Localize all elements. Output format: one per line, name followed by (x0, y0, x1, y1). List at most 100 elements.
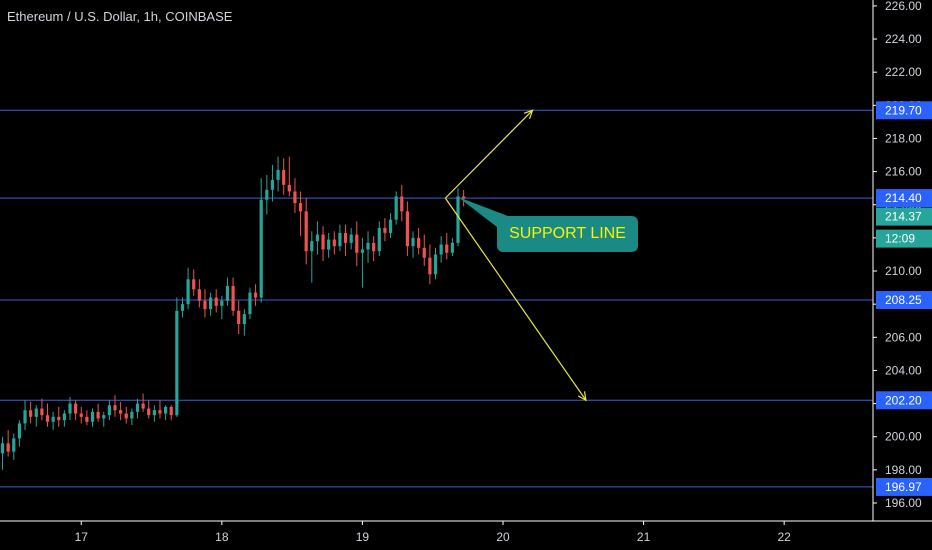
arrow-line-0 (444, 109, 533, 199)
candle-body (315, 234, 320, 242)
arrow-head-0 (523, 109, 534, 119)
candle-body (96, 411, 100, 419)
candle-body (349, 234, 353, 243)
candle-body (310, 241, 314, 252)
candle-body (45, 415, 50, 422)
candle-body (107, 405, 111, 416)
candle-body (40, 408, 44, 416)
arrow-head-1 (577, 391, 587, 402)
candle-body (276, 169, 280, 180)
candle-body (445, 244, 449, 253)
candle-body (439, 244, 443, 255)
price-tick-label: 210.00 (885, 264, 922, 278)
candle-body (377, 227, 381, 252)
candles (0, 156, 466, 470)
line-price-badge: 208.25 (885, 293, 922, 307)
candle-body (304, 211, 308, 252)
candle-body (147, 408, 151, 416)
countdown-badge: 12:09 (885, 232, 915, 246)
candle-body (51, 416, 55, 422)
candle-body (6, 443, 10, 452)
candle-body (186, 279, 190, 305)
candle-body (456, 196, 460, 243)
price-tick-label: 196.00 (885, 496, 922, 510)
candle-body (180, 304, 185, 311)
line-price-badge: 202.20 (885, 393, 922, 407)
candle-body (242, 314, 246, 325)
candle-body (338, 232, 342, 247)
candle-body (152, 410, 156, 416)
candle-body (422, 247, 426, 258)
candle-body (34, 408, 38, 417)
countdown-badge-bg (876, 229, 932, 248)
candle-body (287, 184, 291, 192)
candle-body (400, 196, 404, 212)
candle-body (164, 406, 168, 414)
time-tick-label: 17 (75, 530, 89, 544)
time-tick-label: 22 (777, 530, 791, 544)
price-badges: 219.70 214.40 208.25 202.20 196.97 214.37 12:0… (876, 101, 932, 496)
candle-body (394, 196, 398, 220)
candle-body (433, 254, 438, 275)
price-tick-label: 226.00 (885, 0, 922, 13)
candle-body (388, 219, 393, 233)
candle-body (130, 411, 134, 419)
candle-body (405, 211, 410, 247)
candle-body (57, 416, 61, 421)
arrow-line-1 (444, 197, 587, 401)
candle-body (197, 289, 201, 301)
candle-body (17, 423, 22, 439)
candle-body (192, 279, 196, 290)
candle-body (62, 413, 66, 421)
candle-body (411, 237, 415, 247)
candle-body (220, 300, 224, 306)
candle-body (175, 310, 179, 416)
candle-body (428, 257, 432, 275)
candle-body (383, 227, 387, 233)
candle-body (366, 242, 370, 250)
candle-body (225, 285, 230, 301)
candle-body (29, 410, 33, 417)
candle-body (90, 411, 95, 422)
candle-body (343, 232, 348, 243)
candle-body (23, 410, 27, 424)
price-tick-label: 224.00 (885, 32, 922, 46)
candle-body (0, 443, 5, 454)
chart-title: Ethereum / U.S. Dollar, 1h, COINBASE (7, 9, 233, 24)
candle-body (208, 297, 213, 310)
price-tick-label: 198.00 (885, 463, 922, 477)
candle-body (270, 179, 275, 190)
candle-body (135, 403, 140, 412)
arrows (444, 109, 587, 402)
candle-body (113, 405, 117, 411)
price-axis[interactable] (873, 0, 932, 550)
price-tick-label: 218.00 (885, 131, 922, 145)
line-price-badge-bg (876, 101, 932, 120)
callout-pointer (458, 197, 508, 227)
price-tick-label: 222.00 (885, 65, 922, 79)
candle-body (79, 413, 83, 417)
candle-body (332, 239, 336, 247)
horizontal-lines (0, 109, 873, 488)
line-price-badge-bg (876, 477, 932, 496)
support-line-callout[interactable]: SUPPORT LINE (497, 216, 638, 252)
candle-body (124, 413, 128, 419)
candle-body (158, 410, 162, 414)
candle-body (259, 199, 263, 298)
line-price-badge-bg (876, 189, 932, 208)
line-price-badge-bg (876, 391, 932, 410)
candle-body (141, 403, 145, 409)
candle-body (327, 239, 331, 250)
line-price-badge: 214.40 (885, 191, 922, 205)
candle-body (74, 403, 78, 414)
candle-body (417, 237, 421, 248)
candle-body (282, 169, 286, 185)
line-price-badge: 196.97 (885, 480, 922, 494)
candle-body (293, 191, 297, 204)
candle-body (12, 438, 16, 452)
line-price-badge-bg (876, 291, 932, 310)
candle-body (231, 285, 235, 311)
candle-body (214, 297, 218, 306)
price-tick-label: 204.00 (885, 363, 922, 377)
